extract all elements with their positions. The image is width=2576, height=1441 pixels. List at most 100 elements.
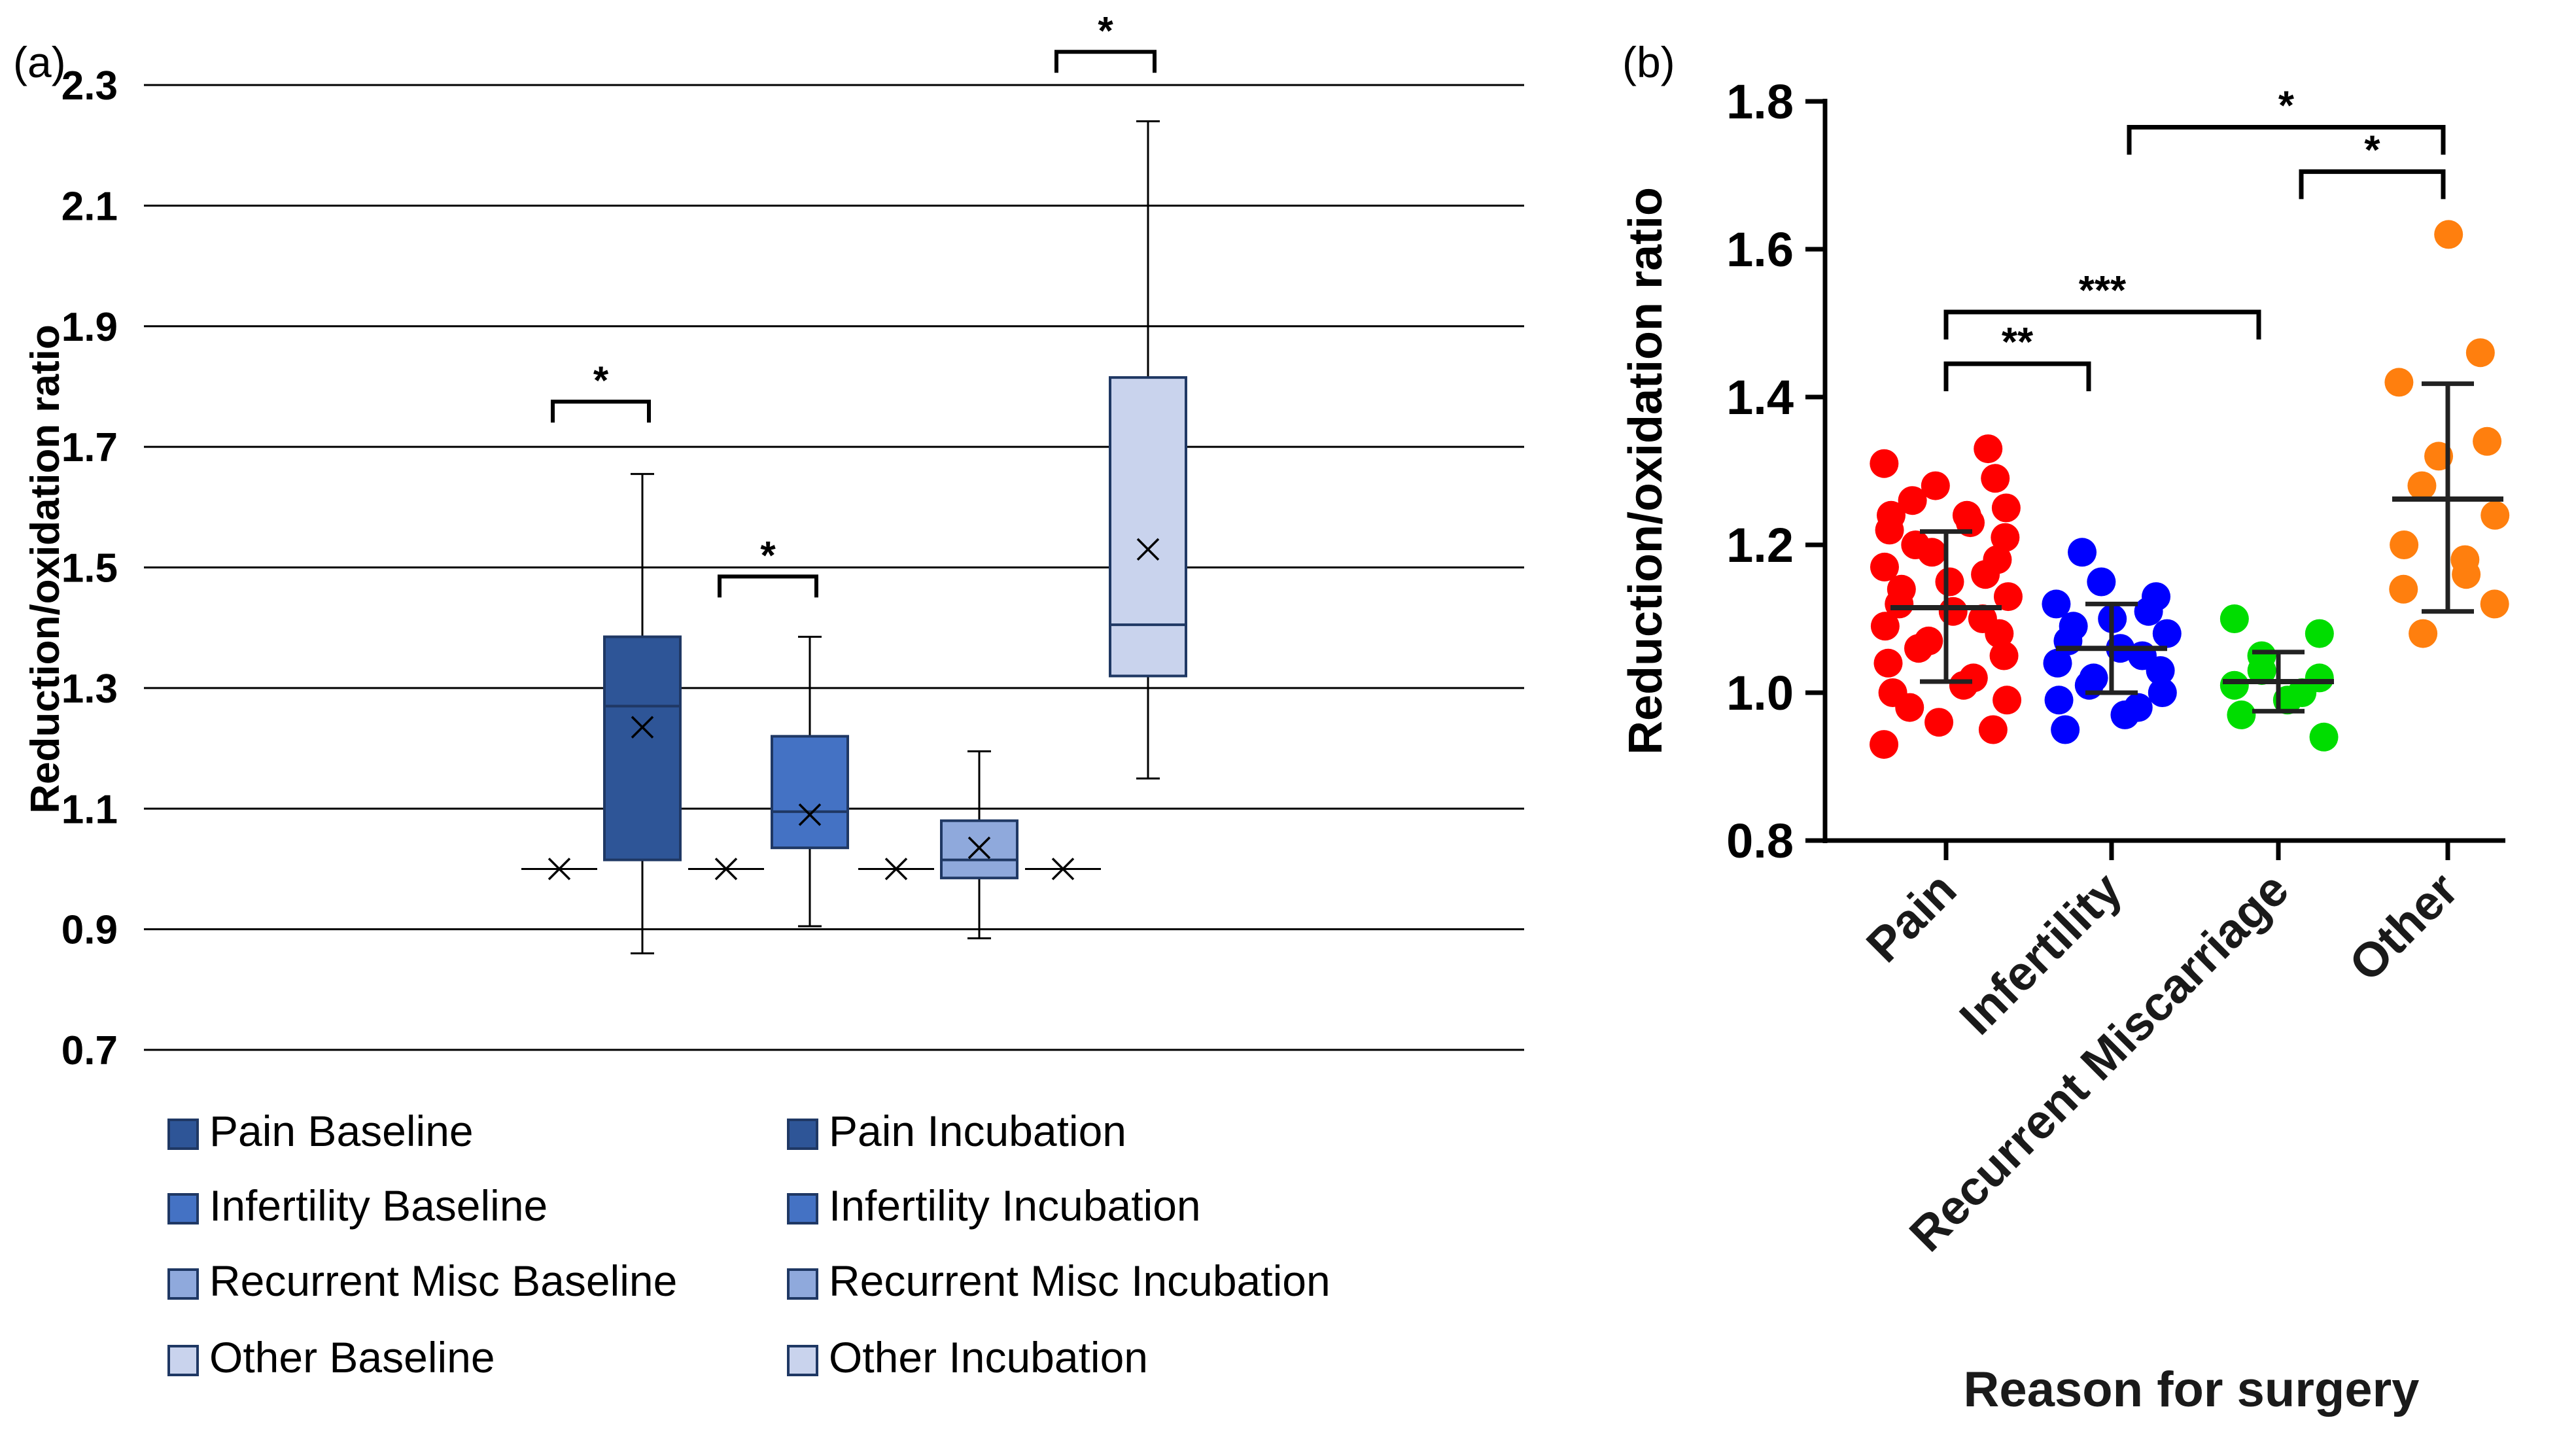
- data-point: [1938, 597, 1968, 626]
- data-point: [2152, 619, 2182, 648]
- mean-marker: [798, 803, 822, 826]
- data-point: [2042, 589, 2071, 619]
- legend-label: Infertility Baseline: [209, 1181, 548, 1230]
- bracket-line: [718, 574, 818, 598]
- y-tick-label: 0.9: [61, 908, 118, 953]
- panel-a-box-chart: (a) Reduction/oxidation ratio 0.7 0.9 1.1 1…: [13, 9, 1524, 1381]
- legend-swatch: [787, 1345, 818, 1376]
- significance-bracket: *: [551, 358, 651, 423]
- mean-marker: [967, 836, 991, 859]
- data-point: [1991, 493, 2021, 523]
- legend-swatch: [787, 1268, 818, 1300]
- data-point: [2051, 715, 2080, 744]
- data-point: [1873, 648, 1903, 678]
- mean-marker: [548, 858, 571, 880]
- mean-marker: [714, 858, 738, 880]
- data-point: [2452, 560, 2481, 589]
- data-point: [1870, 612, 1900, 641]
- data-point: [2384, 368, 2414, 397]
- data-point: [2146, 656, 2175, 686]
- significance-bracket: ***: [1943, 268, 2261, 340]
- series-infertility: [2042, 538, 2182, 744]
- data-point: [2434, 220, 2463, 249]
- data-point: [1993, 686, 2022, 715]
- data-point: [2219, 670, 2249, 700]
- significance-bracket: *: [2127, 84, 2446, 155]
- legend-label: Pain Baseline: [209, 1107, 474, 1155]
- significance-bracket: *: [718, 533, 818, 598]
- significance-label: *: [2364, 128, 2380, 173]
- data-point: [1971, 560, 2000, 589]
- panel-b-label: (b): [1622, 38, 1675, 86]
- legend-swatch: [787, 1119, 818, 1150]
- data-point: [1898, 486, 1927, 515]
- data-point: [1974, 434, 2003, 464]
- y-tick-label: 0.7: [61, 1028, 118, 1073]
- data-point: [2480, 500, 2510, 530]
- legend-item: Recurrent Misc Incubation: [787, 1257, 1331, 1305]
- bracket-line: [551, 399, 651, 423]
- series-pain: [1870, 434, 2023, 759]
- series-recurrent-miscarriage: [2219, 604, 2339, 752]
- data-point: [2309, 722, 2339, 752]
- significance-label: *: [593, 358, 609, 402]
- data-point: [1949, 670, 1978, 700]
- legend-label: Other Incubation: [829, 1333, 1148, 1381]
- bracket-line: [1054, 50, 1157, 73]
- data-point: [2305, 619, 2334, 648]
- data-point: [2074, 670, 2104, 700]
- data-point: [2247, 656, 2276, 686]
- x-tick-label: Pain: [1856, 862, 1966, 973]
- significance-label: **: [2002, 320, 2034, 365]
- data-point: [2043, 648, 2072, 678]
- data-point: [2219, 604, 2249, 633]
- bracket-line: [1943, 361, 2091, 392]
- data-point: [2148, 678, 2177, 707]
- y-tick-label: 1.4: [1726, 370, 1794, 425]
- data-point: [2390, 530, 2419, 559]
- box-body: [771, 735, 849, 850]
- data-point: [1870, 449, 1899, 478]
- significance-label: *: [760, 533, 776, 577]
- data-point: [1921, 471, 1950, 500]
- panel-b-scatter-chart: (b) Reduction/oxidation ratio Reason for…: [1620, 38, 2510, 1417]
- y-tick-label: 1.9: [61, 305, 118, 350]
- legend-item: Infertility Incubation: [787, 1181, 1201, 1230]
- series-other: [2384, 220, 2510, 648]
- legend-label: Recurrent Misc Incubation: [829, 1257, 1331, 1305]
- data-point: [2227, 700, 2256, 729]
- significance-label: *: [1098, 9, 1113, 52]
- legend-item: Recurrent Misc Baseline: [167, 1257, 677, 1305]
- legend-label: Pain Incubation: [829, 1107, 1126, 1155]
- legend-label: Recurrent Misc Baseline: [209, 1257, 677, 1305]
- data-point: [2068, 538, 2097, 567]
- legend-swatch: [167, 1268, 199, 1300]
- data-point: [1904, 634, 1934, 663]
- data-point: [1917, 538, 1947, 567]
- data-point: [1924, 708, 1954, 737]
- significance-label: *: [2278, 84, 2295, 129]
- data-point: [2480, 589, 2509, 619]
- panel-a-y-axis-label: Reduction/oxidation ratio: [23, 324, 68, 813]
- y-tick-label: 1.7: [61, 425, 118, 470]
- legend-item: Infertility Baseline: [167, 1181, 548, 1230]
- box-pain-incubation: [603, 473, 682, 954]
- x-tick-label: Other: [2339, 862, 2468, 992]
- box-body: [603, 635, 682, 861]
- box-other-baseline: [1025, 858, 1101, 880]
- data-point: [1978, 715, 2008, 744]
- y-tick-label: 1.6: [1726, 222, 1794, 277]
- data-point: [1991, 523, 2020, 552]
- bracket-line: [2127, 125, 2446, 155]
- y-tick-label: 1.3: [61, 667, 118, 712]
- significance-bracket: *: [1054, 9, 1157, 73]
- significance-bracket: *: [2299, 128, 2446, 200]
- legend-item: Other Incubation: [787, 1333, 1148, 1381]
- data-point: [1875, 515, 1904, 545]
- significance-bracket: **: [1943, 320, 2091, 392]
- data-point: [2473, 426, 2502, 456]
- mean-marker: [884, 858, 908, 880]
- y-tick-label: 1.8: [1726, 75, 1794, 129]
- bracket-line: [2299, 169, 2446, 200]
